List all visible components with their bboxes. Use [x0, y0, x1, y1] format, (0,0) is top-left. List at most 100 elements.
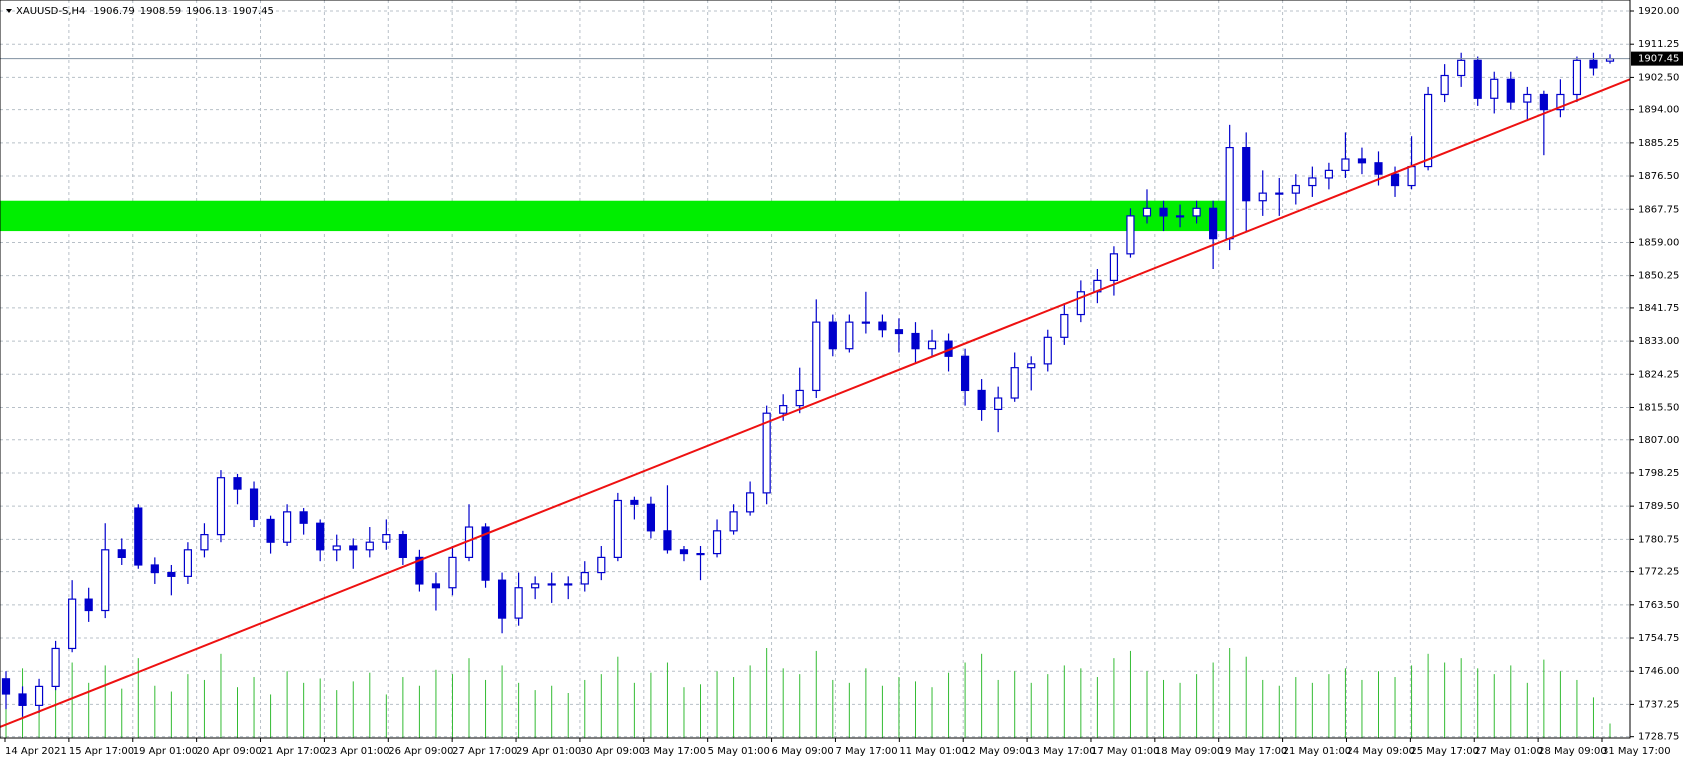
candle-body	[1043, 336, 1052, 365]
candle-body	[663, 530, 672, 551]
candle-body	[861, 321, 870, 324]
y-tick-label: 1850.25	[1638, 271, 1679, 282]
x-tick-label: 5 May 01:00	[708, 746, 770, 757]
candle-body	[365, 541, 374, 551]
y-tick-label: 1815.50	[1638, 403, 1679, 414]
header-low: 1906.13	[186, 6, 227, 17]
candle-body	[746, 492, 755, 513]
candle-body	[398, 534, 407, 558]
candle-body	[679, 549, 689, 555]
candle-body	[696, 552, 705, 556]
candle-body	[1159, 207, 1168, 217]
candle-body	[332, 545, 341, 551]
y-tick-label: 1772.25	[1638, 567, 1679, 578]
candle-body	[349, 545, 358, 551]
candle-body	[266, 518, 275, 543]
x-tick-label: 21 Apr 17:00	[261, 746, 326, 757]
candle-body	[1308, 177, 1317, 187]
candle-body	[134, 507, 143, 566]
candle-body	[200, 534, 209, 551]
candle-body	[216, 477, 226, 536]
x-tick-label: 7 May 17:00	[835, 746, 897, 757]
candle-body	[150, 564, 159, 574]
candle-body	[415, 556, 424, 585]
candle-body	[1457, 59, 1466, 77]
candle-body	[911, 332, 920, 350]
candle-body	[762, 412, 771, 494]
candle-body	[51, 647, 60, 687]
header-open: 1906.79	[93, 6, 134, 17]
candle-body	[448, 556, 457, 589]
candle-body	[1209, 207, 1218, 240]
candle-body	[1589, 59, 1598, 69]
y-tick-label: 1789.50	[1638, 501, 1679, 512]
candle-body	[1109, 253, 1119, 282]
candle-body	[1192, 207, 1201, 217]
x-tick-label: 28 May 09:00	[1538, 746, 1607, 757]
candle-body	[183, 549, 192, 577]
candle-body	[1506, 78, 1515, 103]
y-tick-label: 1807.00	[1638, 435, 1679, 446]
candle-body	[531, 583, 540, 589]
candle-body	[1060, 313, 1069, 338]
candle-body	[1142, 207, 1152, 217]
candle-body	[1, 678, 11, 695]
candle-body	[497, 579, 507, 619]
symbol: XAUUSD-S,H4	[16, 6, 85, 17]
candle-body	[613, 499, 622, 558]
candle-body	[845, 321, 854, 350]
candle-body	[481, 526, 490, 581]
candle-body	[712, 530, 722, 555]
x-tick-label: 27 Apr 17:00	[452, 746, 517, 757]
candle-body	[1027, 363, 1036, 369]
candle-body	[960, 355, 970, 392]
candle-body	[1556, 93, 1565, 111]
x-tick-label: 26 Apr 09:00	[388, 746, 453, 757]
candle-body	[564, 583, 573, 586]
candle-body	[1076, 291, 1085, 316]
candle-body	[316, 522, 325, 551]
x-tick-label: 29 Apr 01:00	[516, 746, 581, 757]
candle-body	[729, 511, 738, 532]
candle-body	[382, 534, 391, 543]
candle-body	[84, 598, 93, 612]
x-tick-label: 14 Apr 2021	[5, 746, 67, 757]
candle-body	[580, 571, 589, 585]
x-tick-label: 30 Apr 09:00	[580, 746, 645, 757]
candle-body	[1523, 93, 1532, 103]
candle-body	[547, 583, 556, 586]
header: XAUUSD-S,H4 1906.79 1908.59 1906.13 1907…	[6, 6, 274, 17]
candle-body	[1126, 215, 1135, 255]
candle-body	[167, 571, 176, 577]
x-tick-label: 25 May 17:00	[1410, 746, 1479, 757]
candle-body	[18, 693, 27, 706]
candle-body	[1258, 192, 1267, 202]
candle-body	[927, 340, 937, 350]
header-arrow	[6, 9, 12, 13]
y-tick-label: 1920.00	[1638, 6, 1679, 17]
candle-body	[646, 503, 656, 532]
candle-body	[630, 499, 639, 505]
x-tick-label: 11 May 01:00	[899, 746, 968, 757]
candle-body	[1175, 215, 1185, 218]
x-tick-label: 17 May 01:00	[1091, 746, 1160, 757]
y-tick-label: 1841.75	[1638, 303, 1679, 314]
zone	[0, 200, 1227, 232]
candle-body	[1275, 192, 1284, 195]
candle-body	[1010, 367, 1019, 399]
candle-body	[977, 389, 986, 411]
y-tick-label: 1911.25	[1638, 39, 1679, 50]
x-tick-label: 23 Apr 01:00	[324, 746, 389, 757]
candle-body	[894, 329, 904, 335]
candle-body	[68, 598, 77, 650]
candle-body	[1324, 169, 1333, 179]
y-tick-label: 1894.00	[1638, 105, 1679, 116]
y-tick-label: 1824.25	[1638, 369, 1679, 380]
candle-body	[431, 583, 441, 589]
y-tick-label: 1902.50	[1638, 72, 1679, 83]
y-tick-label: 1798.25	[1638, 468, 1679, 479]
candle-body	[1407, 165, 1416, 187]
candle-body	[795, 389, 804, 407]
